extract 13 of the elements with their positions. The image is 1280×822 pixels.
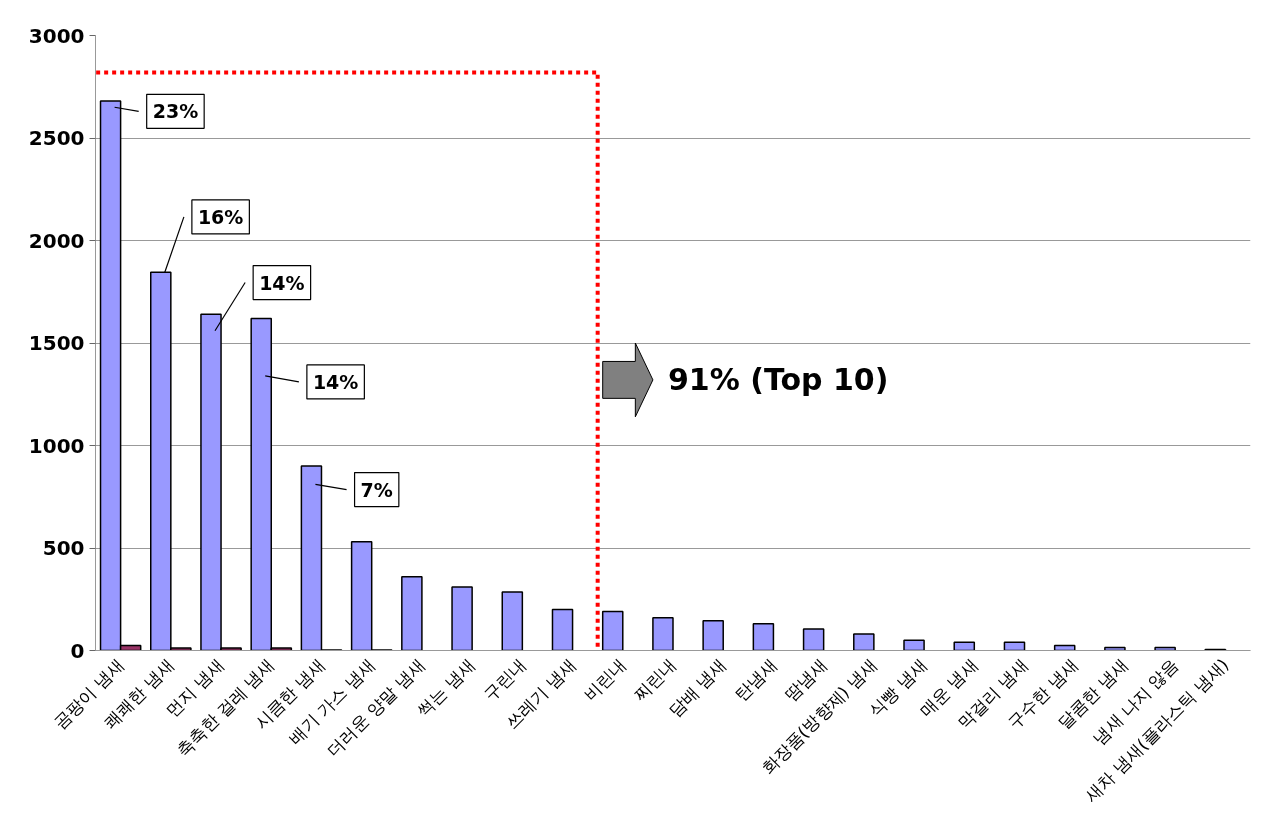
y-tick-label: 2500 — [28, 126, 85, 150]
annotation: 23% — [152, 100, 199, 123]
annotation: 14% — [259, 271, 305, 294]
annotation: 16% — [197, 205, 244, 228]
y-tick-label: 1000 — [28, 433, 85, 458]
annotation: 14% — [312, 370, 359, 393]
y-tick-label: 0 — [70, 638, 85, 663]
y-tick-label: 2000 — [28, 228, 85, 253]
y-tick-label: 500 — [42, 536, 85, 560]
annotation: 7% — [360, 478, 393, 501]
annotation: 91% (Top 10) — [667, 362, 889, 398]
y-tick-label: 3000 — [28, 23, 85, 48]
y-tick-label: 1500 — [28, 331, 85, 355]
